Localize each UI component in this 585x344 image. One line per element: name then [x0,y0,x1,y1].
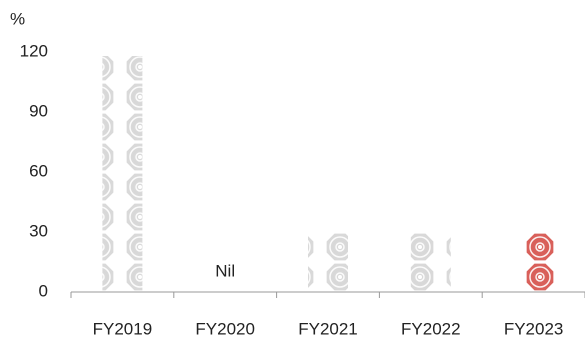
x-tick-label: FY2019 [93,319,153,338]
x-tick-label: FY2022 [401,319,461,338]
y-tick-label: 60 [29,161,48,180]
x-tick-label: FY2021 [298,319,358,338]
bar [102,56,143,292]
value-label: Nil [215,261,235,280]
x-tick-label: FY2023 [504,319,564,338]
y-axis-label: % [10,9,25,28]
bar [410,232,451,292]
y-tick-label: 0 [39,281,48,300]
y-tick-label: 120 [20,41,48,60]
bar [308,232,348,292]
y-tick-label: 90 [29,101,48,120]
y-tick-label: 30 [29,221,48,240]
x-tick-label: FY2020 [195,319,255,338]
bar [513,232,554,292]
